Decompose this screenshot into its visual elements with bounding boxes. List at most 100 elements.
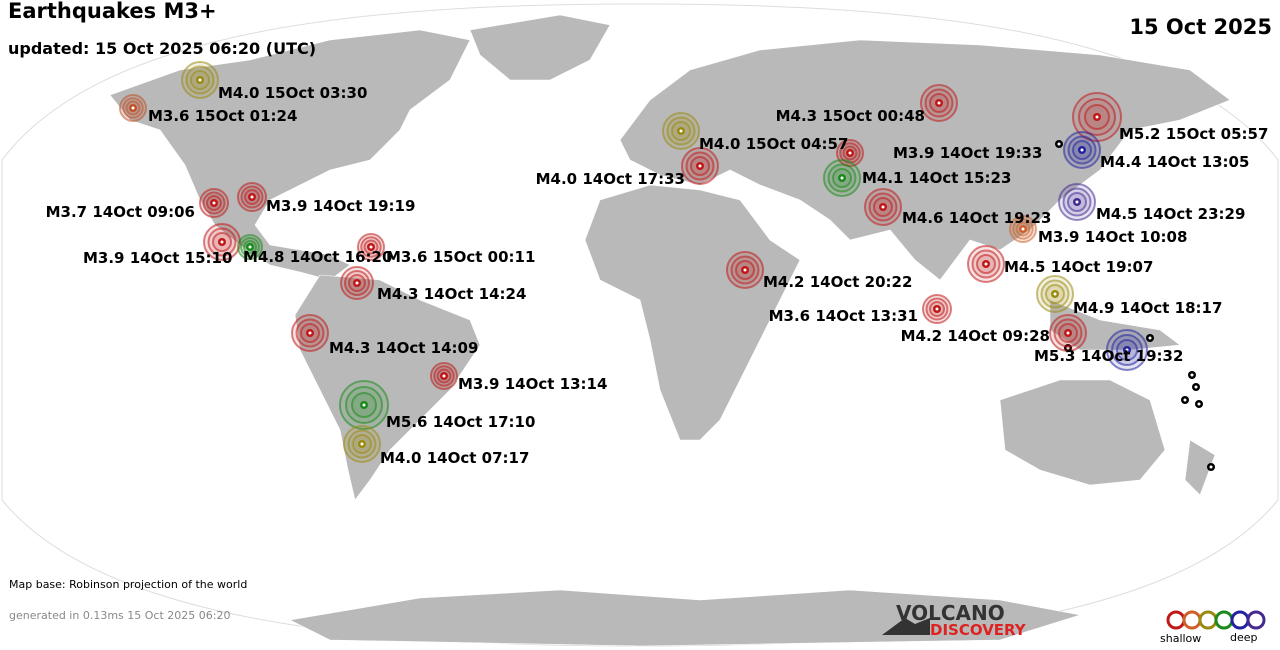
legend-shallow: shallow xyxy=(1160,632,1201,645)
marker-dot xyxy=(1209,465,1213,469)
updated: updated: 15 Oct 2025 06:20 (UTC) xyxy=(8,39,316,58)
legend-deep: deep xyxy=(1230,631,1258,644)
quake-label: M4.3 15Oct 00:48 xyxy=(776,107,925,125)
marker-dot xyxy=(442,374,446,378)
marker-dot xyxy=(937,101,941,105)
quake-label: M4.8 14Oct 16:20 xyxy=(243,248,392,266)
logo-top: VOLCANO xyxy=(896,601,1005,625)
quake-marker xyxy=(291,314,329,352)
quake-label: M3.9 14Oct 19:19 xyxy=(266,197,415,215)
marker-dot xyxy=(1021,227,1025,231)
quake-label: M3.9 14Oct 13:14 xyxy=(458,375,607,393)
quake-marker xyxy=(119,94,147,122)
marker-dot xyxy=(362,403,366,407)
quake-label: M5.6 14Oct 17:10 xyxy=(386,413,535,431)
quake-marker xyxy=(357,233,385,261)
quake-marker xyxy=(1058,183,1096,221)
marker-dot xyxy=(1053,292,1057,296)
marker-dot xyxy=(679,129,683,133)
quake-label: M4.3 14Oct 14:24 xyxy=(377,285,526,303)
quake-label: M3.6 15Oct 01:24 xyxy=(148,107,297,125)
marker-dot xyxy=(881,205,885,209)
quake-marker xyxy=(199,188,229,218)
quake-marker xyxy=(181,61,219,99)
quake-marker xyxy=(920,84,958,122)
marker-dot xyxy=(1075,200,1079,204)
quake-marker xyxy=(1188,371,1196,379)
quake-marker xyxy=(1063,131,1101,169)
quake-marker xyxy=(430,362,458,390)
quake-label: M4.6 14Oct 19:23 xyxy=(902,209,1051,227)
quake-marker xyxy=(726,251,764,289)
depth-legend xyxy=(1166,610,1266,630)
quake-label: M5.3 14Oct 19:32 xyxy=(1034,347,1183,365)
quake-label: M4.2 14Oct 20:22 xyxy=(763,273,912,291)
quake-marker xyxy=(1195,400,1203,408)
marker-dot xyxy=(743,268,747,272)
generated: generated in 0.13ms 15 Oct 2025 06:20 xyxy=(9,609,230,622)
marker-dot xyxy=(1183,398,1187,402)
quake-label: M3.9 14Oct 15:10 xyxy=(83,249,232,267)
quake-label: M3.9 14Oct 19:33 xyxy=(893,144,1042,162)
quake-marker xyxy=(1192,383,1200,391)
logo-icon xyxy=(882,618,930,635)
quake-marker xyxy=(864,188,902,226)
quake-label: M4.4 14Oct 13:05 xyxy=(1100,153,1249,171)
marker-dot xyxy=(355,281,359,285)
quake-marker xyxy=(681,147,719,185)
quake-label: M3.6 15Oct 00:11 xyxy=(386,248,535,266)
marker-dot xyxy=(1190,373,1194,377)
quake-marker xyxy=(1049,314,1087,352)
marker-dot xyxy=(212,201,216,205)
marker-dot xyxy=(1148,336,1152,340)
marker-dot xyxy=(935,307,939,311)
quake-marker xyxy=(203,223,241,261)
quake-label: M3.6 14Oct 13:31 xyxy=(769,307,918,325)
quake-label: M4.0 14Oct 17:33 xyxy=(536,170,685,188)
quake-label: M4.5 14Oct 19:07 xyxy=(1004,258,1153,276)
marker-dot xyxy=(840,176,844,180)
quake-label: M4.5 14Oct 23:29 xyxy=(1096,205,1245,223)
marker-dot xyxy=(1194,385,1198,389)
logo-bottom: DISCOVERY xyxy=(930,621,1027,639)
marker-dot xyxy=(248,245,252,249)
quake-marker xyxy=(1181,396,1189,404)
quake-marker xyxy=(343,425,381,463)
marker-dot xyxy=(984,262,988,266)
quake-label: M4.2 14Oct 09:28 xyxy=(901,327,1050,345)
marker-dot xyxy=(308,331,312,335)
marker-dot xyxy=(369,245,373,249)
quake-marker xyxy=(1106,329,1148,371)
quake-label: M3.7 14Oct 09:06 xyxy=(46,203,195,221)
quake-marker xyxy=(1009,215,1037,243)
marker-dot xyxy=(1080,148,1084,152)
marker-dot xyxy=(698,164,702,168)
marker-dot xyxy=(1125,348,1129,352)
quake-marker xyxy=(1055,140,1063,148)
marker-dot xyxy=(198,78,202,82)
quake-marker xyxy=(340,266,374,300)
quake-marker xyxy=(1036,275,1074,313)
quake-label: M4.3 14Oct 14:09 xyxy=(329,339,478,357)
marker-dot xyxy=(131,106,135,110)
title: Earthquakes M3+ xyxy=(8,0,217,23)
date: 15 Oct 2025 xyxy=(1129,15,1272,39)
quake-marker xyxy=(339,380,389,430)
quake-marker xyxy=(967,245,1005,283)
quake-label: M4.1 14Oct 15:23 xyxy=(862,169,1011,187)
quake-marker xyxy=(1207,463,1215,471)
quake-label: M4.0 15Oct 04:57 xyxy=(699,135,848,153)
quake-marker xyxy=(237,182,267,212)
marker-dot xyxy=(848,151,852,155)
marker-dot xyxy=(1057,142,1061,146)
map-base: Map base: Robinson projection of the wor… xyxy=(9,578,247,591)
quake-marker xyxy=(922,294,952,324)
marker-dot xyxy=(360,442,364,446)
marker-dot xyxy=(250,195,254,199)
quake-marker xyxy=(823,159,861,197)
marker-dot xyxy=(220,240,224,244)
quake-label: M3.9 14Oct 10:08 xyxy=(1038,228,1187,246)
quake-label: M4.9 14Oct 18:17 xyxy=(1073,299,1222,317)
quake-marker xyxy=(662,112,700,150)
